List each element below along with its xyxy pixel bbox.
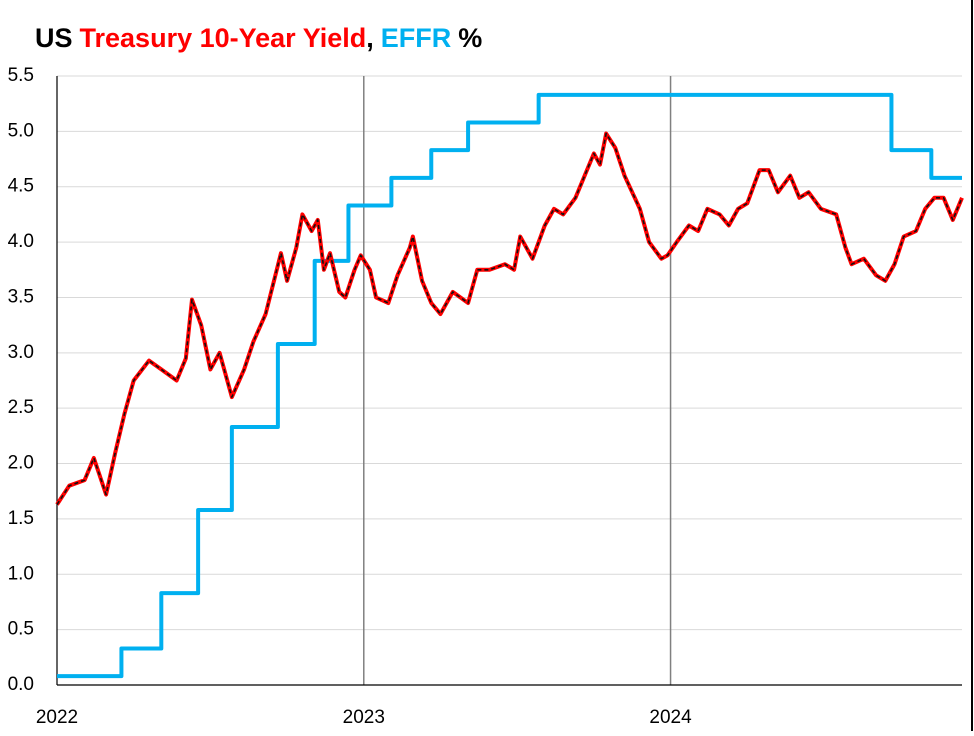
x-tick-label: 2022: [36, 707, 78, 728]
title-part: US: [35, 23, 73, 53]
y-tick-label: 0.0: [8, 674, 34, 695]
series-line-overlay: [56, 132, 963, 505]
title-part: %: [458, 23, 482, 53]
series-line: [57, 92, 962, 679]
title-part: ,: [366, 23, 374, 53]
y-tick-label: 5.5: [8, 65, 34, 86]
y-tick-label: 2.0: [8, 453, 34, 474]
y-tick-label: 3.5: [8, 286, 34, 307]
chart-title: US Treasury 10-Year Yield, EFFR%: [35, 23, 482, 53]
y-tick-label: 3.0: [8, 342, 34, 363]
y-tick-label: 0.5: [8, 619, 34, 640]
y-tick-label: 1.5: [8, 508, 34, 529]
y-tick-label: 2.5: [8, 397, 34, 418]
title-part: Treasury 10-Year Yield: [80, 23, 367, 53]
x-tick-label: 2023: [343, 707, 385, 728]
y-tick-label: 1.0: [8, 563, 34, 584]
y-tick-label: 4.0: [8, 231, 34, 252]
x-tick-label: 2024: [649, 707, 692, 728]
y-tick-label: 5.0: [8, 120, 34, 141]
title-part: EFFR: [381, 23, 452, 53]
y-tick-label: 4.5: [8, 176, 34, 197]
